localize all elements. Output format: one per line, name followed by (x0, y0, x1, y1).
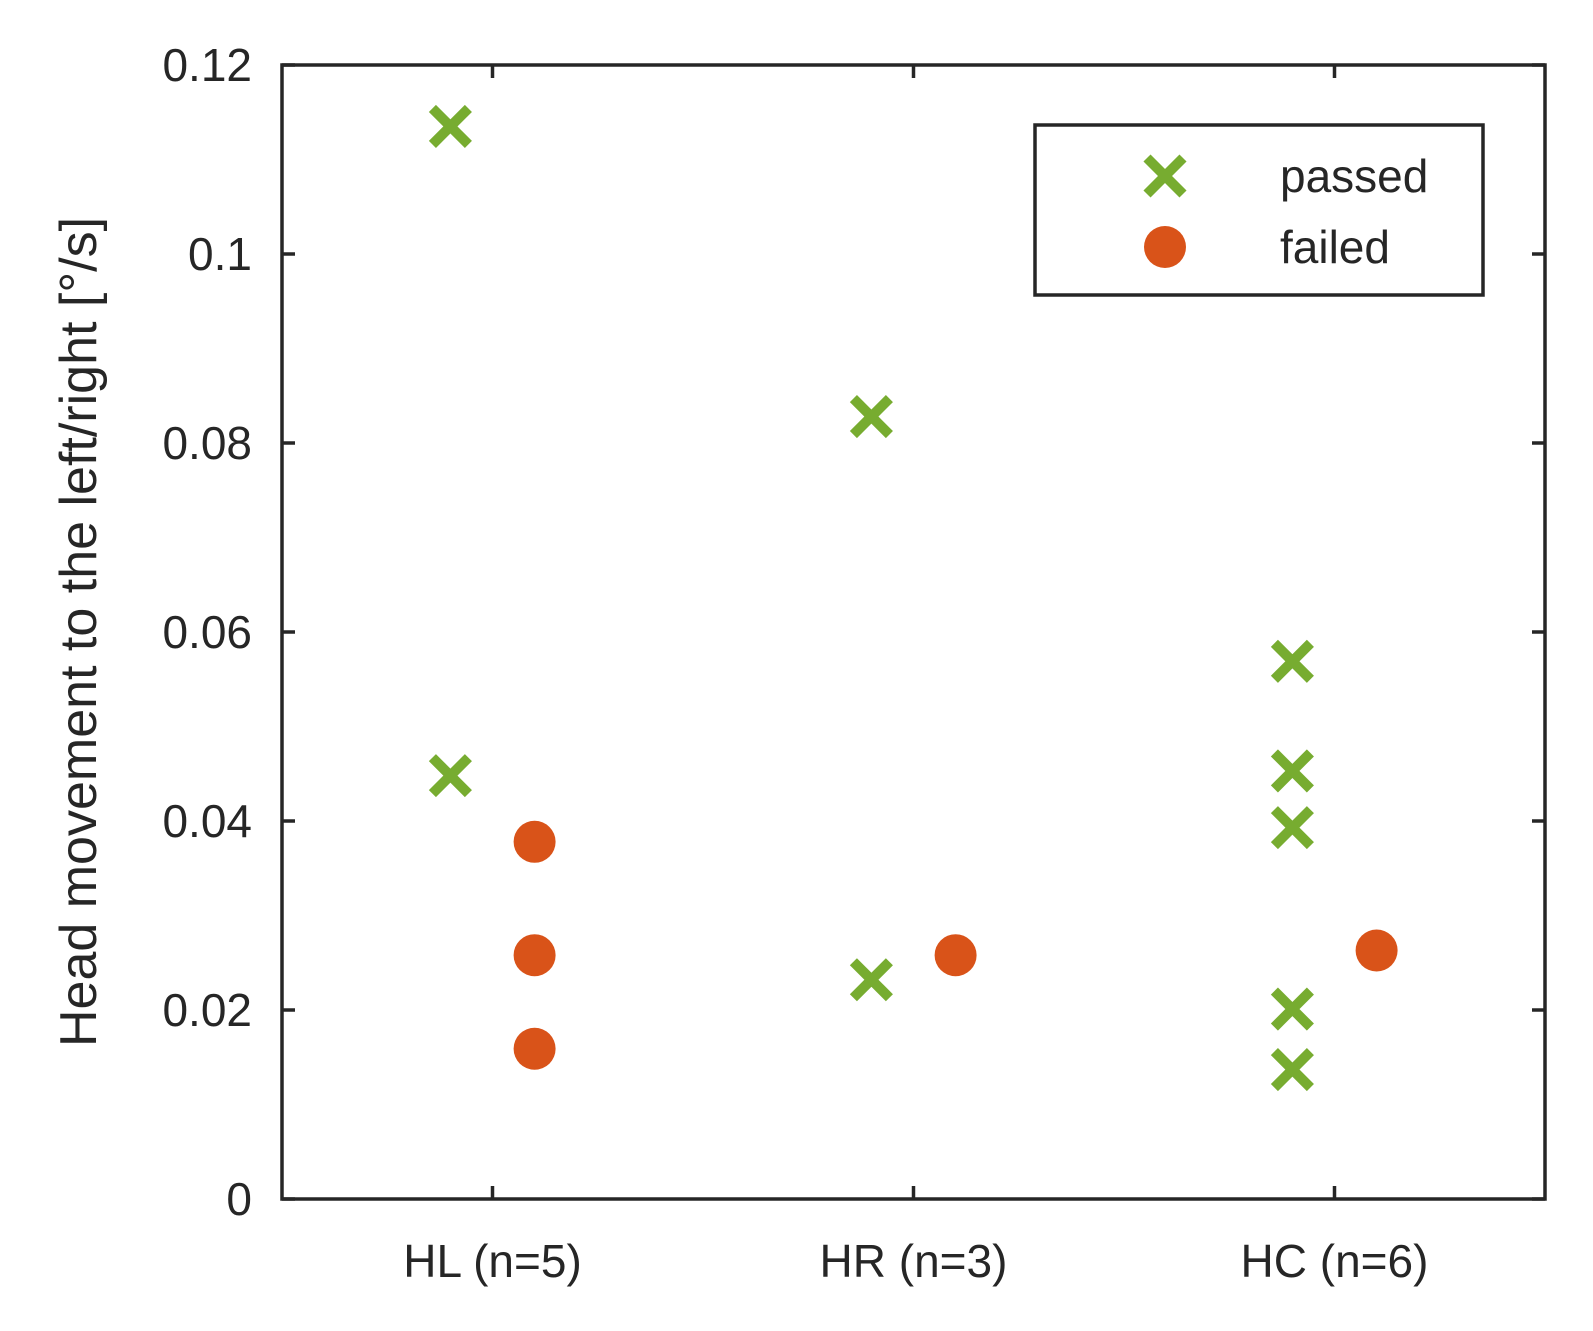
data-point-passed (428, 104, 472, 148)
legend-marker-passed (1143, 154, 1187, 198)
y-tick-label: 0.12 (162, 39, 252, 91)
data-point-failed (513, 820, 556, 863)
data-point-passed (849, 958, 893, 1002)
legend-label-failed: failed (1280, 221, 1390, 273)
x-tick-label: HC (n=6) (1241, 1235, 1429, 1287)
data-point-passed (1270, 806, 1314, 850)
data-point-failed (934, 934, 977, 977)
y-axis-label: Head movement to the left/right [°/s] (50, 217, 108, 1047)
x-tick-label: HL (n=5) (403, 1235, 582, 1287)
data-point-passed (849, 395, 893, 439)
data-point-passed (1270, 639, 1314, 683)
y-tick-label: 0.08 (162, 417, 252, 469)
y-tick-label: 0.06 (162, 606, 252, 658)
data-point-passed (1270, 987, 1314, 1031)
y-tick-label: 0.04 (162, 795, 252, 847)
y-tick-label: 0.02 (162, 984, 252, 1036)
data-point-passed (428, 754, 472, 798)
y-tick-label: 0 (226, 1173, 252, 1225)
x-tick-label: HR (n=3) (820, 1235, 1008, 1287)
data-point-failed (513, 1027, 556, 1070)
data-point-passed (1270, 749, 1314, 793)
legend-label-passed: passed (1280, 150, 1428, 202)
data-point-passed (1270, 1047, 1314, 1092)
y-tick-label: 0.1 (188, 228, 252, 280)
data-point-failed (1355, 929, 1398, 972)
data-marks (428, 104, 1398, 1092)
legend-box (1033, 123, 1485, 297)
axes: 0 0.02 0.04 0.06 0.08 0.1 0.12 HL (n=5) HR (n=3)… (162, 39, 1547, 1287)
legend: passed failed (1033, 123, 1485, 297)
legend-marker-failed (1144, 226, 1186, 268)
data-point-failed (513, 934, 556, 977)
